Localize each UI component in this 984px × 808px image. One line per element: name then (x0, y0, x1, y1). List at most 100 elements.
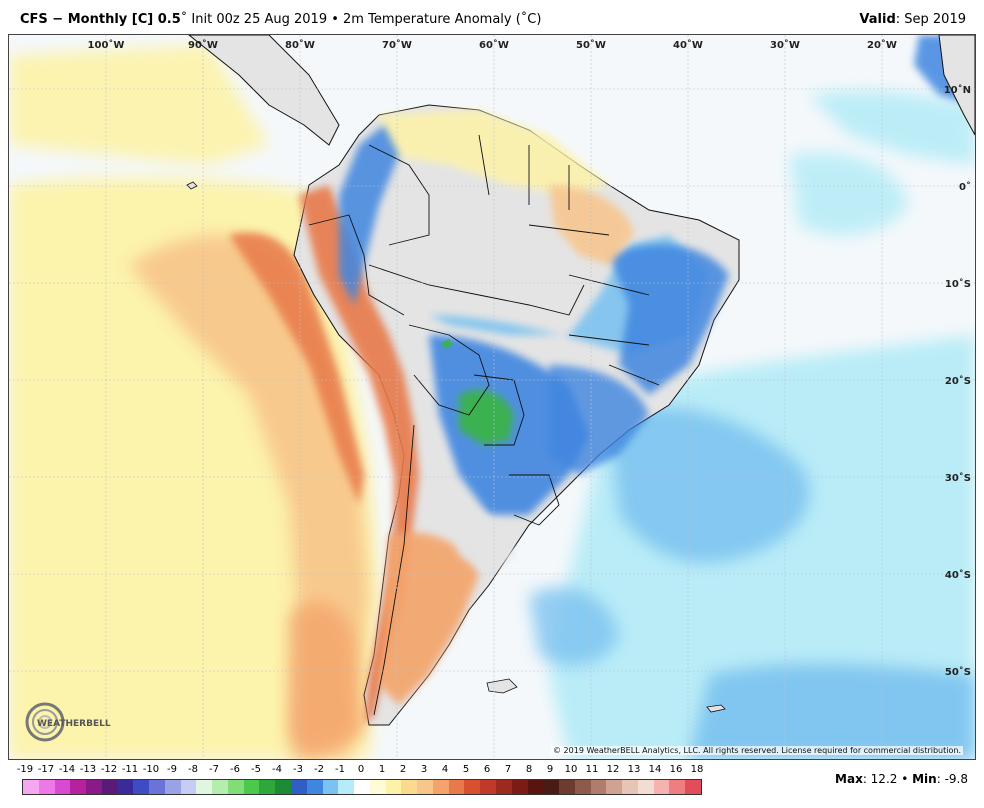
colorbar-label: 14 (648, 764, 662, 775)
border-colombia-venezuela (368, 144, 430, 246)
colorbar-label: 1 (378, 764, 386, 775)
south-georgia-island (706, 704, 726, 713)
argentina-neutral (449, 505, 514, 575)
colorbar-label: 11 (585, 764, 599, 775)
colorbar-label: -19 (16, 764, 34, 775)
lon-label-90w: 90˚W (188, 39, 218, 51)
colorbar-swatch (117, 780, 134, 794)
colorbar-swatch (685, 780, 701, 794)
colorbar-swatch (606, 780, 623, 794)
colorbar-swatch (369, 780, 386, 794)
falkland-islands (486, 678, 518, 694)
andes-cool-peaks (339, 125, 399, 305)
colorbar-label: 5 (462, 764, 470, 775)
colorbar-swatch (511, 780, 528, 794)
colorbar-swatch (669, 780, 686, 794)
lat-label-40s: 40˚S (945, 569, 971, 581)
colorbar-swatch (86, 780, 102, 794)
lon-label-40w: 40˚W (673, 39, 703, 51)
ocean-anomaly-field (9, 35, 975, 759)
colorbar-swatch (637, 780, 654, 794)
longitude-labels: 100˚W 90˚W 80˚W 70˚W 60˚W 50˚W 40˚W 30˚W… (88, 39, 897, 51)
border-brazil-states (528, 224, 660, 386)
colorbar-label: 12 (606, 764, 620, 775)
colorbar-label: -14 (58, 764, 76, 775)
lon-label-30w: 30˚W (770, 39, 800, 51)
colorbar-swatch (448, 780, 465, 794)
logo-text: WEATHERBELL (37, 719, 111, 729)
colorbar-swatch (574, 780, 591, 794)
map-title: CFS − Monthly [C] 0.5˚ Init 00z 25 Aug 2… (20, 12, 541, 27)
valid-value: : Sep 2019 (895, 12, 966, 27)
lat-label-50s: 50˚S (945, 666, 971, 678)
colorbar-label: 13 (627, 764, 641, 775)
northeast-warm (549, 185, 634, 265)
lon-label-60w: 60˚W (479, 39, 509, 51)
colorbar-label: 7 (504, 764, 512, 775)
colorbar-label: -11 (121, 764, 139, 775)
colorbar-label: -17 (37, 764, 55, 775)
colorbar-swatch (653, 780, 670, 794)
lon-label-20w: 20˚W (867, 39, 897, 51)
lat-label-0: 0˚ (959, 181, 971, 193)
colorbar-label: 3 (420, 764, 428, 775)
colorbar-label: -13 (79, 764, 97, 775)
africa-edge (938, 35, 975, 136)
colorbar-label: 8 (525, 764, 533, 775)
colorbar-swatch (54, 780, 71, 794)
colorbar-label: -8 (188, 764, 198, 775)
colorbar-swatch (543, 780, 560, 794)
latitude-labels: 10˚N 0˚ 10˚S 20˚S 30˚S 40˚S 50˚S (944, 84, 971, 678)
max-min-stats: Max: 12.2 • Min: -9.8 (835, 772, 968, 786)
patagonia-warm (379, 532, 479, 705)
colorbar-label: 6 (483, 764, 491, 775)
header: CFS − Monthly [C] 0.5˚ Init 00z 25 Aug 2… (0, 0, 984, 34)
colorbar-swatch (417, 780, 433, 794)
lat-label-10s: 10˚S (945, 278, 971, 290)
north-pacific-light (9, 45, 269, 165)
colorbar-swatch (243, 780, 260, 794)
colorbar-swatch (338, 780, 355, 794)
border-brazil-west (368, 264, 585, 316)
colorbar-swatch (495, 780, 512, 794)
colorbar-label: 2 (399, 764, 407, 775)
border-bolivia (408, 324, 490, 416)
weatherbell-logo: WEATHERBELL (23, 699, 115, 745)
colorbar-swatch (227, 780, 244, 794)
colorbar-swatch (23, 780, 39, 794)
colorbar-label: 0 (357, 764, 365, 775)
colorbar-label: -12 (100, 764, 118, 775)
colorbar-label: -1 (335, 764, 345, 775)
lon-label-80w: 80˚W (285, 39, 315, 51)
max-value: : 12.2 • (862, 772, 913, 786)
colorbar-swatch (133, 780, 150, 794)
map-canvas: 100˚W 90˚W 80˚W 70˚W 60˚W 50˚W 40˚W 30˚W… (9, 35, 975, 759)
colorbar-label: -2 (314, 764, 324, 775)
lon-label-70w: 70˚W (382, 39, 412, 51)
far-south-cool (689, 663, 975, 759)
colorbar-swatch (432, 780, 449, 794)
border-paraguay (473, 374, 525, 446)
pacific-warm-south (289, 601, 364, 759)
colorbar-label: 4 (441, 764, 449, 775)
green-spot-andes (441, 339, 453, 349)
valid-label: Valid (859, 12, 896, 27)
colorbar-swatch (401, 780, 418, 794)
model-name: CFS − Monthly [C] 0.5 (20, 12, 181, 27)
lat-label-30s: 30˚S (945, 472, 971, 484)
country-borders (308, 134, 660, 716)
colorbar-swatches (22, 779, 702, 795)
colorbar-label: 16 (669, 764, 683, 775)
anomaly-map: 100˚W 90˚W 80˚W 70˚W 60˚W 50˚W 40˚W 30˚W… (8, 34, 976, 760)
colorbar-swatch (480, 780, 496, 794)
border-uruguay (509, 474, 560, 526)
colorbar-swatch (291, 780, 307, 794)
colorbar-swatch (385, 780, 402, 794)
colorbar: -19 -17 -14 -13 -12 -11 -10 -9 -8 -7 -6 -5 -4 -3 -2 -1 0… (17, 764, 703, 804)
colorbar-swatch (590, 780, 607, 794)
colorbar-swatch (622, 780, 638, 794)
colorbar-swatch (275, 780, 292, 794)
central-america-land (188, 35, 340, 146)
south-atlantic-cool (529, 587, 619, 666)
colorbar-label: -7 (209, 764, 219, 775)
